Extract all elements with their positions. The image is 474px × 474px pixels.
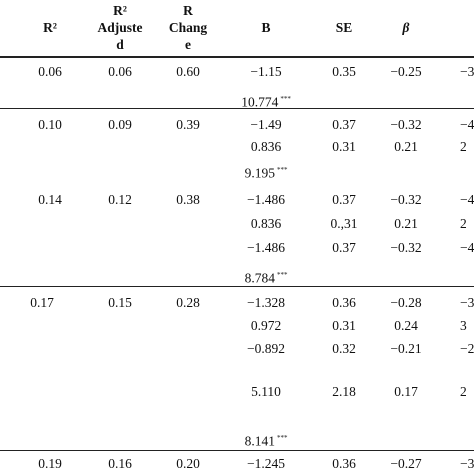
- model2-row2-se: 0.31: [332, 139, 356, 154]
- model5-row1-t: −3: [460, 456, 474, 471]
- model1-row1-b: −1.15: [250, 64, 282, 79]
- model5-r2-adj: 0.16: [108, 456, 132, 471]
- model4-row1-t: −3: [460, 295, 474, 310]
- model4-rule: [0, 450, 474, 451]
- model4-row1-se: 0.36: [332, 295, 356, 310]
- header-r2-adjusted-line1: R²: [113, 3, 127, 18]
- model4-row3-b: −0.892: [247, 341, 285, 356]
- header-r2-adjusted-line2: Adjuste: [97, 20, 143, 35]
- header-se: SE: [335, 20, 353, 35]
- model2-row2-b: 0.836: [250, 139, 282, 154]
- model3-row2-b: 0.836: [250, 216, 282, 231]
- model4-row4-t: 2: [460, 384, 467, 399]
- model3-row2-t: 2: [460, 216, 467, 231]
- header-rule: [0, 56, 474, 58]
- model2-row1-beta: −0.32: [390, 117, 422, 132]
- model3-row1-beta: −0.32: [390, 192, 422, 207]
- model4-row1-beta: −0.28: [390, 295, 422, 310]
- header-r2: R²: [43, 20, 57, 35]
- header-r2-adjusted-line3: d: [116, 37, 124, 52]
- model5-row1-b: −1.245: [247, 456, 285, 471]
- model3-row3-t: −4: [460, 240, 474, 255]
- model4-r2-adj: 0.15: [108, 295, 132, 310]
- model5-row1-se: 0.36: [332, 456, 356, 471]
- model5-r-change: 0.20: [176, 456, 200, 471]
- model2-r2: 0.10: [38, 117, 62, 132]
- model1-r2-adj: 0.06: [108, 64, 132, 79]
- header-beta: β: [402, 20, 410, 35]
- model4-row2-se: 0.31: [332, 318, 356, 333]
- model1-r2: 0.06: [38, 64, 62, 79]
- model1-r-change: 0.60: [176, 64, 200, 79]
- model4-row3-se: 0.32: [332, 341, 356, 356]
- model4-row3-beta: −0.21: [390, 341, 422, 356]
- model4-f: 8.141 ***: [244, 433, 288, 449]
- model4-r2: 0.17: [30, 295, 54, 310]
- model3-row3-beta: −0.32: [390, 240, 422, 255]
- model4-row2-beta: 0.24: [394, 318, 418, 333]
- model3-row3-se: 0.37: [332, 240, 356, 255]
- model3-row1-t: −4: [460, 192, 474, 207]
- model3-r2-adj: 0.12: [108, 192, 132, 207]
- model3-row2-se: 0.,31: [330, 216, 358, 231]
- header-r-change-line3: e: [185, 37, 191, 52]
- model2-row2-t: 2: [460, 139, 467, 154]
- model1-row1-beta: −0.25: [390, 64, 422, 79]
- model1-row1-t: −3: [460, 64, 474, 79]
- model2-row1-b: −1.49: [250, 117, 282, 132]
- model4-row4-b: 5.110: [251, 384, 281, 399]
- model3-r2: 0.14: [38, 192, 62, 207]
- header-r-change-line2: Chang: [168, 20, 208, 35]
- model3-r-change: 0.38: [176, 192, 200, 207]
- model3-row3-b: −1.486: [247, 240, 285, 255]
- model2-row2-beta: 0.21: [394, 139, 418, 154]
- model2-r-change: 0.39: [176, 117, 200, 132]
- model5-row1-beta: −0.27: [390, 456, 422, 471]
- model3-rule: [0, 286, 474, 287]
- header-r-change-line1: R: [183, 3, 193, 18]
- model4-row1-b: −1.328: [247, 295, 285, 310]
- model1-f: 10.774 ***: [241, 94, 291, 110]
- model2-f: 9.195 ***: [244, 165, 288, 181]
- model1-rule: [0, 108, 474, 109]
- header-b: B: [261, 20, 271, 35]
- model4-r-change: 0.28: [176, 295, 200, 310]
- model3-row1-b: −1.486: [247, 192, 285, 207]
- model3-row1-se: 0.37: [332, 192, 356, 207]
- model4-row4-beta: 0.17: [394, 384, 418, 399]
- model2-row1-se: 0.37: [332, 117, 356, 132]
- model2-r2-adj: 0.09: [108, 117, 132, 132]
- model4-row4-se: 2.18: [332, 384, 356, 399]
- model5-r2: 0.19: [38, 456, 62, 471]
- model4-row2-t: 3: [460, 318, 467, 333]
- model4-row2-b: 0.972: [250, 318, 282, 333]
- model1-row1-se: 0.35: [332, 64, 356, 79]
- model3-f: 8.784 ***: [244, 270, 288, 286]
- model3-row2-beta: 0.21: [394, 216, 418, 231]
- model2-row1-t: −4: [460, 117, 474, 132]
- model4-row3-t: −2: [460, 341, 474, 356]
